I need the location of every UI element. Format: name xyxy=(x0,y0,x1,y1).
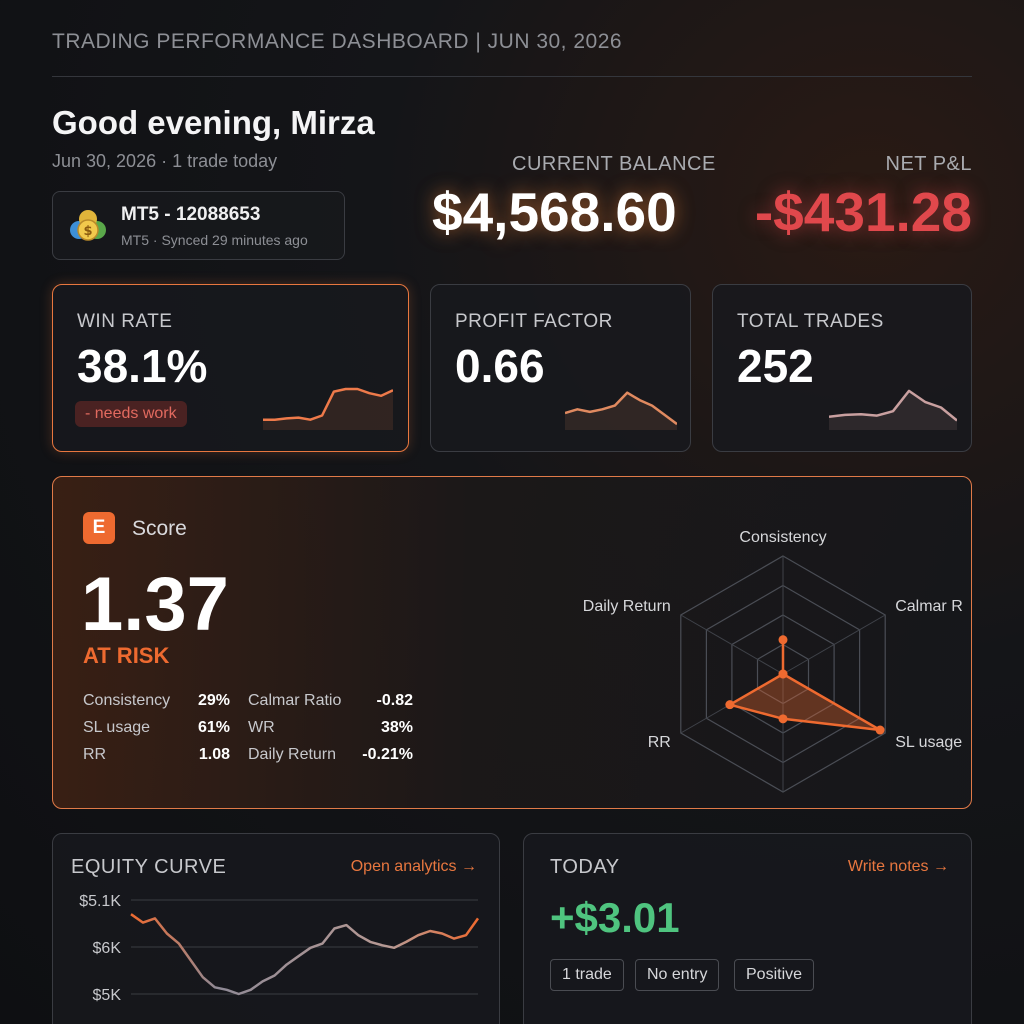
radar-point xyxy=(875,725,885,735)
radar-point xyxy=(778,635,788,645)
radar-area xyxy=(726,639,881,732)
today-card: TODAY Write notes → +$3.01 1 trade No en… xyxy=(523,833,972,1024)
radar-axis-label: Calmar Ratio xyxy=(895,598,963,615)
metric-row: Consistency 29% Calmar Ratio -0.82 xyxy=(83,692,413,719)
metric-name: Daily Return xyxy=(248,746,337,763)
account-name: MT5 - 12088653 xyxy=(121,204,261,225)
greeting-heading: Good evening, Mirza xyxy=(52,104,375,141)
metric-name: Consistency xyxy=(83,692,171,709)
metric-value: -0.21% xyxy=(362,746,413,763)
stat-value: 38.1% xyxy=(77,340,208,392)
metric-value: 38% xyxy=(380,719,413,736)
metric-value: -0.82 xyxy=(376,692,413,709)
open-analytics-link[interactable]: Open analytics → xyxy=(350,858,477,875)
balance-value: $4,568.60 xyxy=(432,181,677,243)
write-notes-link[interactable]: Write notes → xyxy=(847,858,949,875)
metric-name: WR xyxy=(248,719,275,736)
stat-label: PROFIT FACTOR xyxy=(455,311,613,332)
dashboard-title: TRADING PERFORMANCE DASHBOARD | JUN 30, … xyxy=(52,30,623,53)
equity-y-tick: $5K xyxy=(93,987,122,1004)
score-title: Score xyxy=(132,517,187,540)
header-divider xyxy=(52,76,972,77)
metric-value: 1.08 xyxy=(198,746,230,763)
sentiment-chip[interactable]: Positive xyxy=(734,959,815,991)
sparkline-area xyxy=(263,389,393,430)
radar-spoke xyxy=(782,614,886,675)
metric-row: RR 1.08 Daily Return -0.21% xyxy=(83,746,413,773)
svg-text:$: $ xyxy=(83,224,92,239)
grade-badge: E xyxy=(83,512,115,544)
radar-spoke xyxy=(680,614,784,675)
pnl-label: NET P&L xyxy=(885,153,972,175)
metric-name: SL usage xyxy=(83,719,151,736)
sparkline-line xyxy=(263,387,393,421)
pnl-value: -$431.28 xyxy=(754,181,972,243)
metric-value: 61% xyxy=(197,719,230,736)
win-rate-card[interactable]: WIN RATE 38.1% - needs work xyxy=(52,284,409,452)
today-title: TODAY xyxy=(550,856,620,878)
stat-label: TOTAL TRADES xyxy=(737,311,884,332)
equity-chart: $5.1K $6K $5K xyxy=(79,893,480,1004)
equity-curve-card: EQUITY CURVE Open analytics → $5.1K $6K $5… xyxy=(52,833,500,1024)
sparkline-area xyxy=(565,392,677,430)
stat-value: 252 xyxy=(737,340,814,392)
sparkline-line xyxy=(829,389,957,422)
entry-chip[interactable]: No entry xyxy=(635,959,720,991)
radar-point xyxy=(778,714,788,724)
trade-count-chip[interactable]: 1 trade xyxy=(550,959,624,991)
balance-label: CURRENT BALANCE xyxy=(512,153,716,175)
win-rate-sparkline xyxy=(263,387,393,430)
metric-name: Calmar Ratio xyxy=(248,692,342,709)
equity-line xyxy=(130,913,480,996)
score-card[interactable]: E Score 1.37 AT RISK Consistency 29% Cal… xyxy=(52,476,972,809)
account-sync-status: MT5 · Synced 29 minutes ago xyxy=(121,232,308,248)
radar-axis-label: SL usage xyxy=(895,734,962,751)
sparkline-area xyxy=(829,390,957,430)
total-trades-card[interactable]: TOTAL TRADES 252 xyxy=(712,284,972,452)
stat-label: WIN RATE xyxy=(77,311,173,332)
score-metrics: Consistency 29% Calmar Ratio -0.82 SL us… xyxy=(83,692,413,773)
greeting-subline: Jun 30, 2026 · 1 trade today xyxy=(52,151,278,171)
radar-axis-label: Daily Return xyxy=(583,598,671,615)
sparkline-line xyxy=(565,391,677,426)
equity-y-tick: $5.1K xyxy=(79,893,121,910)
radar-point xyxy=(725,700,735,710)
stat-value: 0.66 xyxy=(455,340,545,392)
metric-name: RR xyxy=(83,746,107,763)
status-badge: - needs work xyxy=(75,401,187,427)
mt5-logo-icon: $ xyxy=(70,210,106,241)
profit-factor-sparkline xyxy=(565,391,677,430)
radar-point xyxy=(778,669,788,679)
metric-value: 29% xyxy=(197,692,230,709)
metric-row: SL usage 61% WR 38% xyxy=(83,719,413,746)
score-status: AT RISK xyxy=(83,643,170,668)
account-selector[interactable]: $ MT5 - 12088653 MT5 · Synced 29 minutes… xyxy=(52,191,345,260)
radar-axis-label: Consistency xyxy=(739,529,826,546)
equity-y-tick: $6K xyxy=(93,940,122,957)
total-trades-sparkline xyxy=(829,389,957,430)
today-pnl-value: +$3.01 xyxy=(550,894,680,941)
equity-title: EQUITY CURVE xyxy=(71,856,227,878)
score-value: 1.37 xyxy=(81,562,229,647)
radar-axis-label: RR xyxy=(648,734,671,751)
profit-factor-card[interactable]: PROFIT FACTOR 0.66 xyxy=(430,284,691,452)
